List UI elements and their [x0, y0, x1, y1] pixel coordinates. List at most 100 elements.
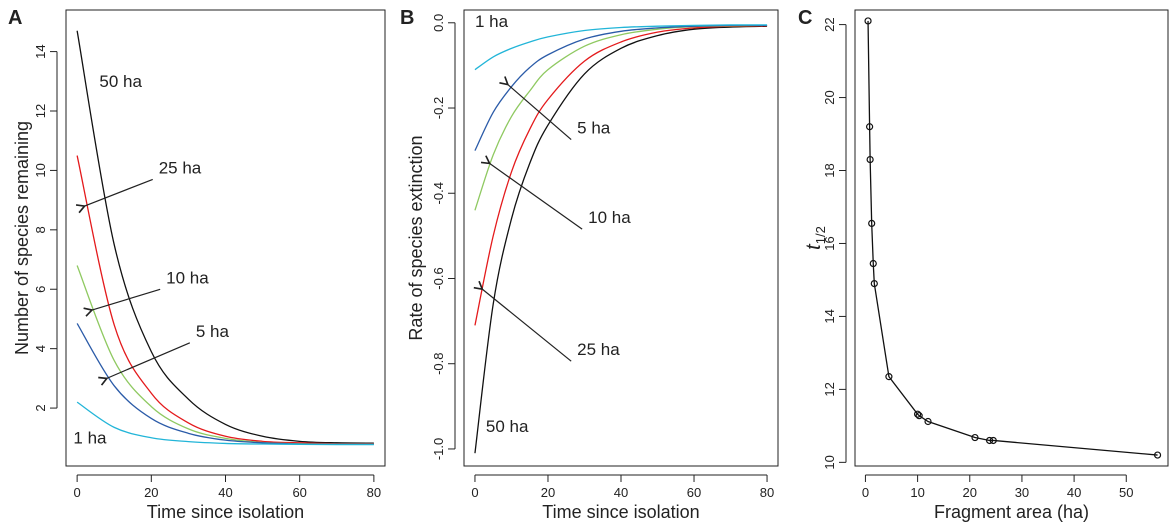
annotation-label: 25 ha	[577, 340, 620, 359]
panel-b-ticks: 0 20 40 60 80 -1.0 -0.8 -0.6 -0.4 -0.2 0.0	[431, 14, 774, 500]
series-line-25-ha	[76, 155, 374, 445]
annotation-arrow	[85, 178, 153, 206]
panel-a-ticks: 0 20 40 60 80 2 4 6 8 10 12 14	[33, 44, 381, 500]
data-point	[870, 280, 878, 288]
y-tick-label: 18	[822, 163, 837, 177]
x-tick-label: 60	[292, 485, 306, 500]
panel-a-annotations: 50 ha 25 ha 10 ha 5 ha 1 ha	[73, 72, 229, 447]
y-tick-label: 8	[33, 226, 48, 233]
panel-a-plot-frame	[65, 9, 386, 467]
x-tick-label: 40	[614, 485, 628, 500]
panel-c: C 0 10 20 30 40 50 10 12 14 16 18 20 22 Fragment are…	[798, 7, 1169, 522]
x-tick-label: 0	[862, 485, 869, 500]
data-point	[985, 436, 994, 445]
connecting-line	[867, 20, 1158, 456]
panel-c-y-axis-label-subscript: 1/2	[813, 226, 828, 244]
y-tick-label: 22	[822, 17, 837, 31]
panel-a-letter: A	[8, 7, 22, 29]
data-point	[866, 155, 874, 164]
y-tick-label: 20	[822, 90, 837, 104]
x-tick-label: 20	[541, 485, 555, 500]
y-tick-label: 0.0	[431, 14, 446, 32]
series-line-1-ha	[76, 401, 374, 446]
panel-b-annotations: 1 ha 5 ha 10 ha 25 ha 50 ha	[475, 12, 631, 436]
x-tick-label: 0	[471, 485, 478, 500]
annotation-arrow	[92, 288, 161, 310]
y-tick-label: 6	[33, 286, 48, 293]
y-tick-label: -0.4	[431, 182, 446, 204]
data-point	[971, 433, 979, 442]
data-point	[989, 436, 997, 445]
panel-b-series	[474, 24, 768, 454]
series-line-25-ha	[474, 25, 768, 326]
data-point	[864, 17, 872, 25]
series-line-1-ha	[474, 24, 768, 71]
data-point	[915, 412, 923, 420]
y-tick-label: 4	[33, 345, 48, 352]
panel-c-y-axis-label-main: t	[803, 243, 825, 250]
x-tick-label: 50	[1119, 485, 1133, 500]
annotation-label: 1 ha	[73, 429, 107, 448]
panel-a: A 0 20 40 60 80 2 4 6 8 10 12 14 50 ha 25 ha 10 ha 5 h…	[8, 7, 386, 522]
panel-b-y-axis-label: Rate of species extinction	[406, 135, 426, 340]
series-line-50-ha	[76, 30, 374, 444]
data-point	[885, 373, 893, 381]
data-point	[913, 410, 922, 418]
annotation-label: 10 ha	[588, 208, 631, 227]
x-tick-label: 10	[910, 485, 924, 500]
x-tick-label: 80	[367, 485, 381, 500]
x-tick-label: 40	[218, 485, 232, 500]
x-tick-label: 40	[1067, 485, 1081, 500]
series-line-5-ha	[474, 24, 768, 151]
y-tick-label: -0.8	[431, 353, 446, 375]
series-line-10-ha	[76, 265, 374, 445]
annotation-arrow	[482, 289, 572, 362]
y-tick-label: 10	[33, 163, 48, 177]
panel-c-ticks: 0 10 20 30 40 50 10 12 14 16 18 20 22	[822, 17, 1134, 500]
panel-a-y-axis-label: Number of species remaining	[12, 121, 32, 355]
y-tick-label: 12	[822, 382, 837, 396]
annotation-label: 50 ha	[486, 417, 529, 436]
annotation-arrow	[107, 342, 191, 379]
data-point	[868, 219, 876, 228]
y-tick-label: -0.6	[431, 267, 446, 289]
panel-c-y-axis-label: t1/2	[803, 226, 828, 250]
y-tick-label: 14	[822, 309, 837, 323]
x-tick-label: 30	[1015, 485, 1029, 500]
data-point	[924, 417, 932, 426]
y-tick-label: -0.2	[431, 97, 446, 119]
annotation-label: 5 ha	[196, 322, 230, 341]
panel-b-plot-frame	[463, 9, 779, 467]
panel-b: B 0 20 40 60 80 -1.0 -0.8 -0.6 -0.4 -0.2 0.0 1 ha 5…	[400, 7, 779, 522]
y-tick-label: 10	[822, 455, 837, 469]
panel-a-x-axis-label: Time since isolation	[147, 502, 304, 522]
panel-c-letter: C	[798, 7, 812, 29]
annotation-arrow	[490, 163, 583, 230]
series-line-10-ha	[474, 24, 768, 211]
annotation-label: 1 ha	[475, 12, 509, 31]
data-point	[869, 259, 877, 268]
y-tick-label: -1.0	[431, 438, 446, 460]
data-point	[866, 123, 874, 131]
y-tick-label: 12	[33, 104, 48, 118]
panel-c-series	[864, 17, 1162, 459]
annotation-label: 10 ha	[166, 268, 209, 287]
y-tick-label: 16	[822, 236, 837, 250]
x-tick-label: 0	[74, 485, 81, 500]
x-tick-label: 80	[760, 485, 774, 500]
annotation-label: 5 ha	[577, 119, 611, 138]
series-line-50-ha	[474, 25, 768, 454]
y-tick-label: 2	[33, 404, 48, 411]
x-tick-label: 20	[963, 485, 977, 500]
series-line-5-ha	[76, 323, 374, 445]
annotation-label: 25 ha	[159, 158, 202, 177]
annotation-arrow	[508, 85, 572, 141]
panel-c-x-axis-label: Fragment area (ha)	[934, 502, 1089, 522]
annotation-label: 50 ha	[99, 72, 142, 91]
panel-a-series	[76, 30, 374, 446]
y-tick-label: 14	[33, 44, 48, 58]
panel-c-plot-frame	[854, 9, 1169, 467]
x-tick-label: 20	[144, 485, 158, 500]
x-tick-label: 60	[687, 485, 701, 500]
